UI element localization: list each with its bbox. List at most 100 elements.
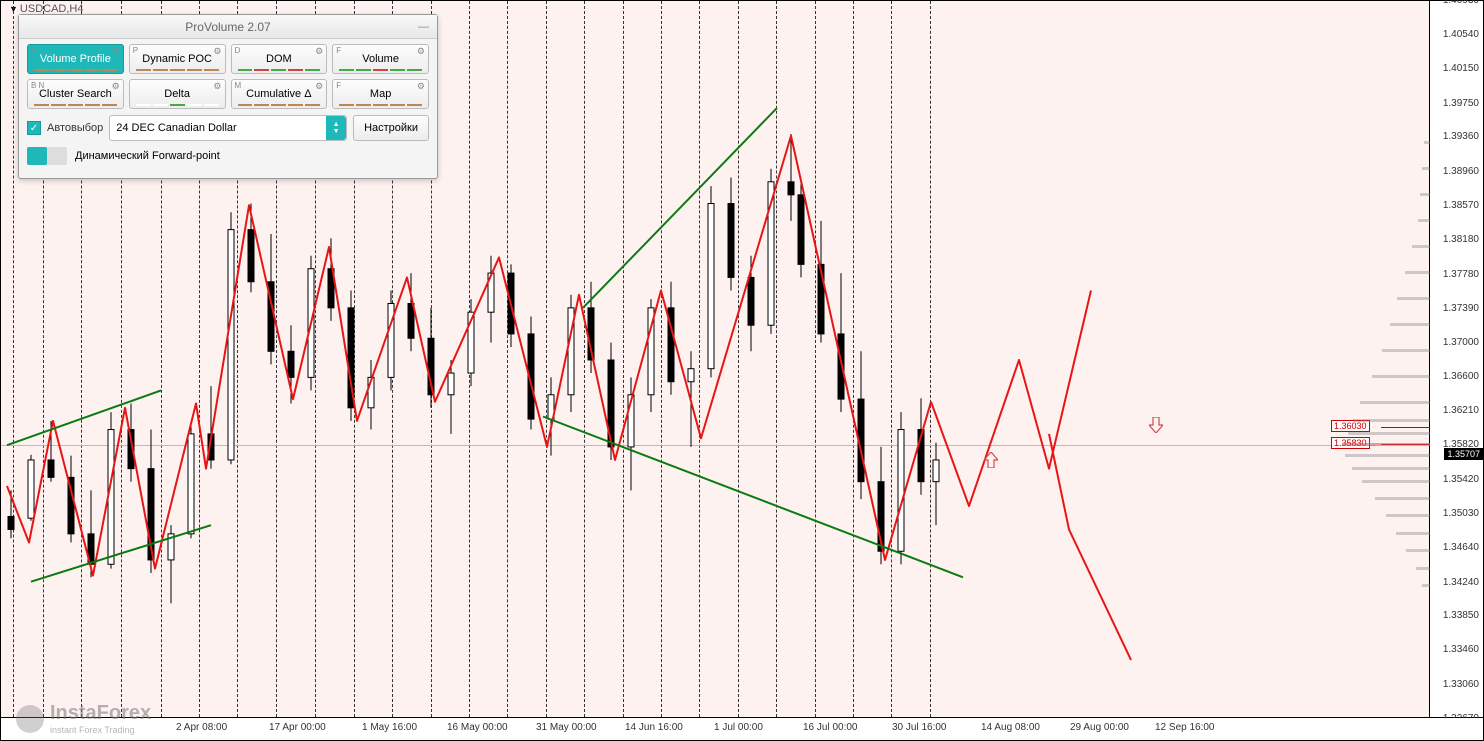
tool-button-label: DOM [266, 53, 292, 65]
forward-point-label: Динамический Forward-point [75, 150, 220, 162]
watermark-brand: InstaForex [50, 702, 151, 724]
settings-button[interactable]: Настройки [353, 115, 429, 141]
gear-icon[interactable]: ⚙ [417, 81, 425, 92]
tool-hint-letter: P [133, 46, 138, 55]
instrument-select[interactable]: 24 DEC Canadian Dollar ▲▼ [109, 115, 347, 141]
gear-icon[interactable]: ⚙ [112, 81, 120, 92]
autoselect-label: Автовыбор [47, 122, 103, 134]
provolume-toolbox[interactable]: ProVolume 2.07 — Volume ProfileV⚙Dynamic… [18, 14, 438, 179]
volume-profile-bar [1397, 297, 1430, 300]
volume-profile-bar [1353, 419, 1430, 422]
tool-status-dashes [34, 69, 117, 71]
tool-button-volume[interactable]: Volume F ⚙ [332, 44, 429, 74]
vertical-gridline [699, 1, 700, 717]
volume-profile-bar [1418, 219, 1430, 222]
volume-profile-bar [1375, 497, 1430, 500]
tool-hint-letter: D [235, 46, 241, 55]
watermark-logo-icon [16, 705, 44, 733]
autoselect-checkbox[interactable]: ✓ [27, 121, 41, 135]
gear-icon[interactable]: ⚙ [417, 46, 425, 57]
price-tick: 1.34640 [1443, 542, 1479, 553]
time-tick: 1 Jul 00:00 [714, 722, 763, 733]
time-tick: 14 Aug 08:00 [981, 722, 1040, 733]
gear-icon[interactable]: ⚙ [315, 81, 323, 92]
price-tick: 1.37390 [1443, 303, 1479, 314]
vertical-gridline [507, 1, 508, 717]
watermark: InstaForex instant Forex Trading [16, 702, 151, 735]
volume-profile-bar [1345, 454, 1430, 457]
tool-status-dashes [339, 69, 422, 71]
minimize-icon[interactable]: — [418, 21, 429, 33]
time-tick: 30 Jul 16:00 [892, 722, 947, 733]
select-spinner-icon[interactable]: ▲▼ [326, 116, 346, 140]
volume-profile-bar [1372, 375, 1430, 378]
forward-point-toggle[interactable] [27, 147, 67, 165]
vertical-gridline [738, 1, 739, 717]
volume-profile-bar [1396, 532, 1430, 535]
tool-status-dashes [238, 104, 321, 106]
tool-button-dynamic-poc[interactable]: Dynamic POC P ⚙ [129, 44, 226, 74]
tool-button-label: Delta [164, 88, 190, 100]
gear-icon[interactable]: ⚙ [213, 46, 221, 57]
price-tick: 1.33060 [1443, 679, 1479, 690]
vertical-gridline [930, 1, 931, 717]
tool-status-dashes [34, 104, 117, 106]
price-tick: 1.35420 [1443, 474, 1479, 485]
gear-icon[interactable]: ⚙ [315, 46, 323, 57]
time-tick: 31 May 00:00 [536, 722, 597, 733]
time-tick: 2 Apr 08:00 [176, 722, 227, 733]
volume-profile-bar [1352, 467, 1430, 470]
vertical-gridline [776, 1, 777, 717]
vertical-gridline [853, 1, 854, 717]
volume-profile-bar [1412, 245, 1430, 248]
volume-profile-bar [1360, 401, 1430, 404]
price-tick: 1.40540 [1443, 29, 1479, 40]
arrow-up-icon [984, 452, 998, 468]
volume-profile-bar [1382, 349, 1430, 352]
time-axis: 2 Apr 08:0017 Apr 00:001 May 16:0016 May… [0, 718, 1484, 741]
tool-status-dashes [238, 69, 321, 71]
time-tick: 14 Jun 16:00 [625, 722, 683, 733]
tool-button-dom[interactable]: DOM D ⚙ [231, 44, 328, 74]
tool-status-dashes [136, 69, 219, 71]
price-tick: 1.37780 [1443, 269, 1479, 280]
tool-button-label: Volume [362, 53, 399, 65]
vertical-gridline [546, 1, 547, 717]
vertical-gridline [584, 1, 585, 717]
mid-level-line [1, 445, 1375, 446]
price-tick: 1.39360 [1443, 131, 1479, 142]
tool-button-label: Dynamic POC [142, 53, 212, 65]
volume-profile-bar [1390, 323, 1430, 326]
price-tick: 1.33460 [1443, 644, 1479, 655]
volume-profile-bar [1386, 514, 1430, 517]
vertical-gridline [891, 1, 892, 717]
volume-profile-bar [1422, 584, 1430, 587]
vertical-gridline [13, 1, 14, 717]
price-tick: 1.40930 [1443, 0, 1479, 6]
vertical-gridline [815, 1, 816, 717]
tool-button-map[interactable]: MapF⚙ [332, 79, 429, 109]
tool-button-cluster-search[interactable]: Cluster SearchB N⚙ [27, 79, 124, 109]
price-tick: 1.38180 [1443, 234, 1479, 245]
price-axis: 1.35707 1.409301.405401.401501.397501.39… [1430, 0, 1484, 718]
vertical-gridline [661, 1, 662, 717]
price-tick: 1.37000 [1443, 337, 1479, 348]
tool-button-delta[interactable]: Delta ⚙ [129, 79, 226, 109]
time-tick: 12 Sep 16:00 [1155, 722, 1215, 733]
instrument-value: 24 DEC Canadian Dollar [116, 122, 236, 134]
tool-button-cumulative-[interactable]: Cumulative ΔM⚙ [231, 79, 328, 109]
tool-button-volume-profile[interactable]: Volume ProfileV⚙ [27, 44, 124, 74]
gear-icon[interactable]: ⚙ [112, 46, 120, 57]
price-tick: 1.38570 [1443, 200, 1479, 211]
price-tick: 1.38960 [1443, 166, 1479, 177]
price-tick: 1.36210 [1443, 405, 1479, 416]
volume-profile-bar [1362, 480, 1430, 483]
tool-hint-letter: V [31, 46, 36, 55]
tool-hint-letter: F [336, 46, 341, 55]
volume-profile [1340, 0, 1430, 718]
time-tick: 16 Jul 00:00 [803, 722, 858, 733]
gear-icon[interactable]: ⚙ [213, 81, 221, 92]
toolbox-title: ProVolume 2.07 [185, 20, 270, 34]
toolbox-titlebar[interactable]: ProVolume 2.07 — [19, 15, 437, 39]
volume-profile-bar [1422, 167, 1430, 170]
